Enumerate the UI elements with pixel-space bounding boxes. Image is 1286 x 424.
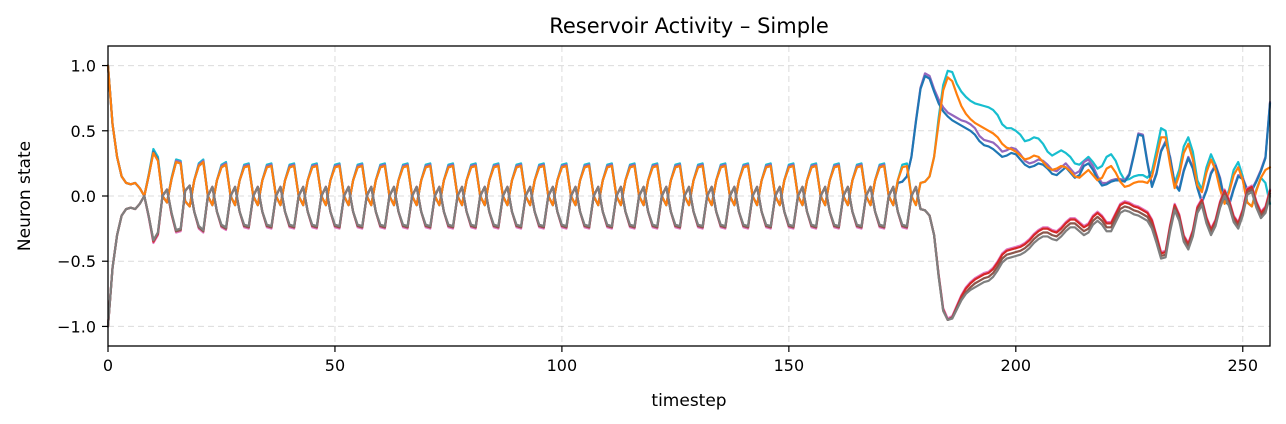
series-line-3 (106, 64, 1272, 208)
y-tick-label: 1.0 (71, 57, 96, 76)
series-line-2 (106, 64, 1272, 208)
y-axis-label: Neuron state (15, 141, 35, 251)
chart-title: Reservoir Activity – Simple (549, 14, 829, 38)
series-line-4 (106, 184, 1272, 328)
y-tick-label: −1.0 (57, 317, 96, 336)
series-layer (106, 64, 1272, 328)
x-axis-label: timestep (651, 391, 726, 411)
x-tick-label: 250 (1227, 356, 1258, 375)
series-line-5 (106, 184, 1272, 328)
series-line-7 (106, 184, 1272, 328)
axis-ticks: 0 50 100 150 200 250 −1.0 −0.5 0.0 0.5 1.0 (57, 57, 1258, 375)
series-line-6 (106, 184, 1272, 328)
series-line-0 (106, 64, 1272, 208)
x-tick-label: 50 (325, 356, 345, 375)
y-tick-label: 0.5 (71, 122, 96, 141)
series-line-1 (106, 64, 1272, 208)
y-tick-label: −0.5 (57, 252, 96, 271)
x-tick-label: 200 (1001, 356, 1032, 375)
x-tick-label: 100 (547, 356, 578, 375)
y-tick-label: 0.0 (71, 187, 96, 206)
x-tick-label: 0 (103, 356, 113, 375)
x-tick-label: 150 (774, 356, 805, 375)
grid-lines (107, 46, 1270, 346)
